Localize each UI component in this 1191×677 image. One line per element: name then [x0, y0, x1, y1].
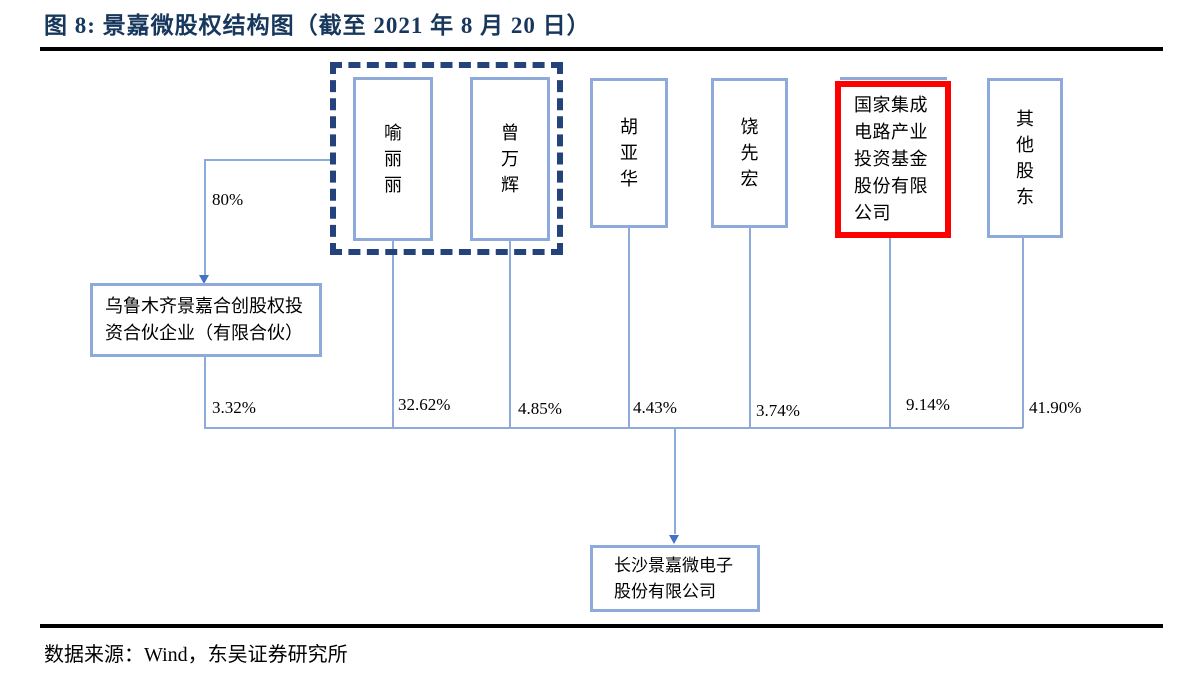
- arrowhead-down-icon: [669, 535, 679, 544]
- connector-ownership-bus: [204, 427, 1023, 429]
- connector-hu-yahua-drop: [628, 228, 630, 428]
- connector-yu-lili-drop: [392, 241, 394, 428]
- connector-other-shareholders-drop: [1022, 238, 1024, 428]
- shareholder-name: 喻丽丽: [384, 123, 402, 195]
- connector-ic-fund-drop: [889, 238, 891, 428]
- connector-bus-to-company: [674, 428, 676, 534]
- ownership-pct-80: 80%: [212, 190, 244, 209]
- shareholder-name: 国家集成电路产业投资基金股份有限公司: [854, 95, 928, 223]
- partnership-name: 乌鲁木齐景嘉合创股权投资合伙企业（有限合伙）: [105, 296, 303, 343]
- connector-zeng-wanhui-drop: [509, 241, 511, 428]
- ownership-pct-rao-xianhong: 3.74%: [756, 401, 800, 420]
- shareholder-box-zeng-wanhui: 曾万辉: [470, 77, 550, 241]
- shareholder-box-rao-xianhong: 饶先宏: [711, 78, 788, 228]
- source-note: 数据来源：Wind，东吴证券研究所: [44, 644, 348, 666]
- title-divider: [40, 47, 1163, 51]
- partnership-box: 乌鲁木齐景嘉合创股权投资合伙企业（有限合伙）: [90, 283, 322, 357]
- ic-fund-box-blue-edge: [840, 77, 947, 80]
- ownership-pct-zeng-wanhui: 4.85%: [518, 399, 562, 418]
- shareholder-name: 饶先宏: [740, 117, 759, 189]
- company-name: 长沙景嘉微电子股份有限公司: [614, 555, 733, 601]
- connector-partnership-drop: [204, 357, 206, 428]
- ownership-pct-yu-lili: 32.62%: [398, 395, 451, 414]
- ownership-pct-ic-fund: 9.14%: [906, 395, 950, 414]
- ownership-pct-partnership: 3.32%: [212, 398, 256, 417]
- shareholder-name: 曾万辉: [501, 123, 519, 195]
- connector-rao-xianhong-drop: [749, 228, 751, 428]
- shareholder-box-hu-yahua: 胡亚华: [590, 78, 668, 228]
- figure-title: 图 8: 景嘉微股权结构图（截至 2021 年 8 月 20 日）: [44, 13, 591, 38]
- connector-founders-to-partnership-horizontal: [205, 159, 332, 161]
- shareholder-name: 胡亚华: [620, 117, 638, 189]
- shareholder-name: 其他股东: [1016, 109, 1034, 207]
- connector-founders-to-partnership-vertical: [204, 159, 206, 276]
- company-box: 长沙景嘉微电子股份有限公司: [590, 545, 760, 612]
- shareholder-box-other-shareholders: 其他股东: [987, 78, 1063, 238]
- shareholder-box-ic-fund-highlighted: 国家集成电路产业投资基金股份有限公司: [835, 81, 951, 238]
- arrowhead-down-icon: [199, 275, 209, 284]
- ownership-pct-other-shareholders: 41.90%: [1029, 398, 1082, 417]
- shareholder-box-yu-lili: 喻丽丽: [353, 77, 433, 241]
- source-divider: [40, 624, 1163, 628]
- founders-dashed-group-border: [330, 62, 563, 255]
- ownership-pct-hu-yahua: 4.43%: [633, 398, 677, 417]
